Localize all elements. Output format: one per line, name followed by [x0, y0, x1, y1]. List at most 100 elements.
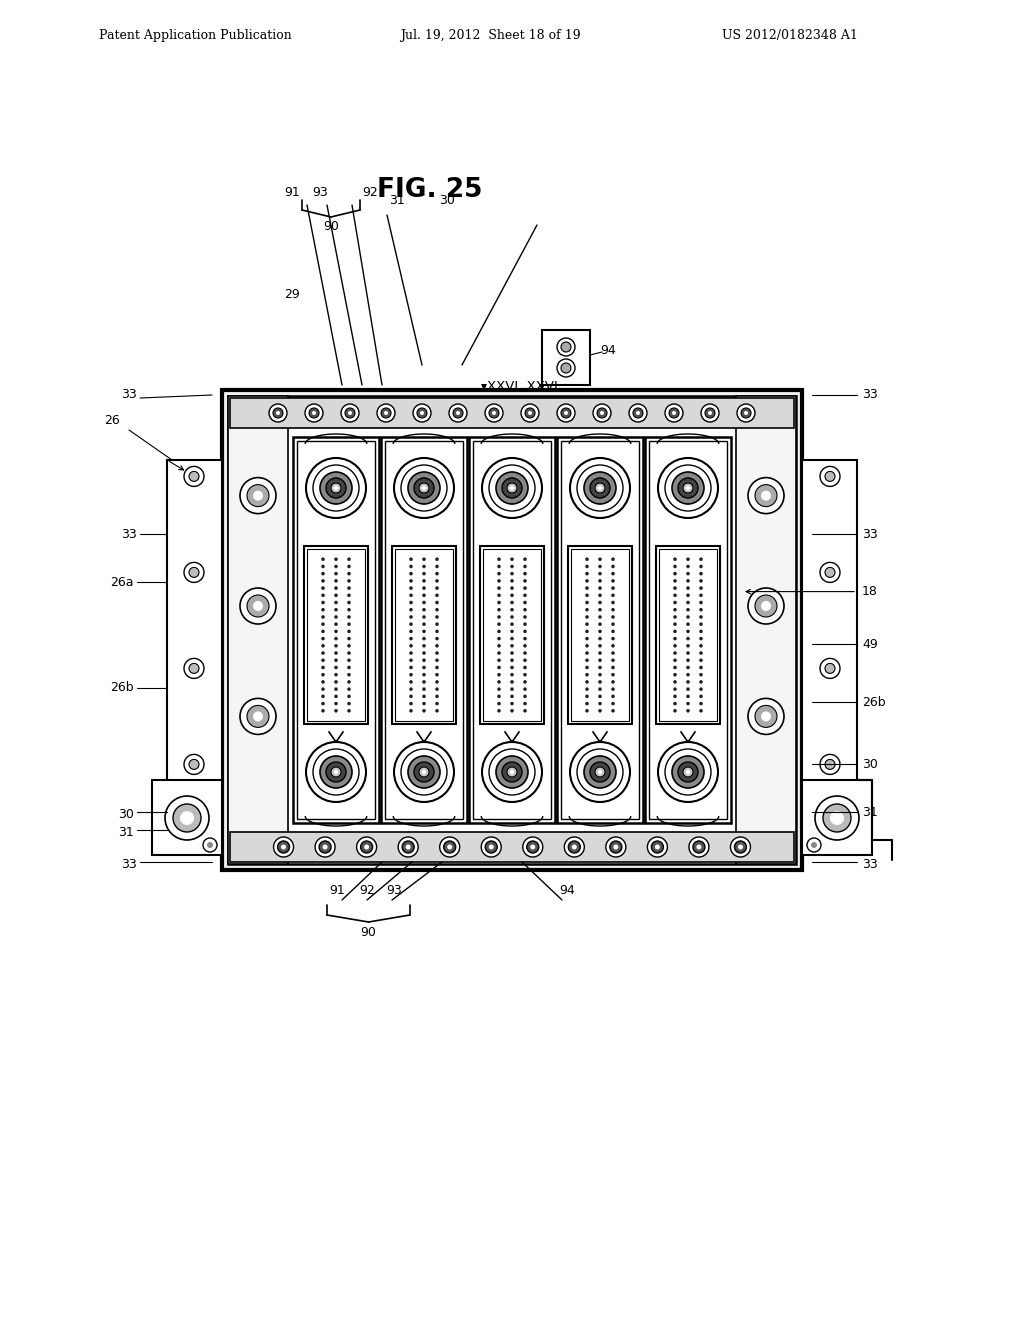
Circle shape [347, 688, 351, 690]
Circle shape [811, 842, 817, 847]
Circle shape [699, 694, 702, 698]
Circle shape [447, 845, 453, 850]
Circle shape [334, 644, 338, 648]
Circle shape [347, 572, 351, 576]
Circle shape [699, 622, 702, 626]
Text: 18: 18 [862, 585, 878, 598]
Circle shape [665, 404, 683, 422]
Text: 30: 30 [862, 758, 878, 771]
Circle shape [523, 636, 526, 640]
Circle shape [585, 673, 589, 676]
Bar [395, 549, 453, 721]
Circle shape [523, 665, 526, 669]
Circle shape [673, 673, 677, 676]
Circle shape [347, 609, 351, 611]
Circle shape [658, 458, 718, 517]
Circle shape [334, 486, 338, 490]
Circle shape [611, 622, 614, 626]
Circle shape [498, 630, 501, 634]
Circle shape [253, 491, 263, 500]
Circle shape [507, 483, 517, 492]
Circle shape [523, 630, 526, 634]
Circle shape [673, 601, 677, 605]
Circle shape [598, 557, 602, 561]
Circle shape [443, 841, 456, 853]
Circle shape [322, 659, 325, 663]
Text: 90: 90 [323, 220, 339, 234]
Circle shape [686, 594, 690, 597]
Text: 26b: 26b [862, 696, 886, 709]
Circle shape [820, 659, 840, 678]
Circle shape [510, 486, 514, 490]
Circle shape [394, 742, 454, 803]
Circle shape [585, 709, 589, 713]
Circle shape [189, 471, 199, 482]
Circle shape [510, 615, 514, 619]
Circle shape [523, 651, 526, 655]
Circle shape [422, 572, 426, 576]
Circle shape [699, 659, 702, 663]
Circle shape [658, 742, 718, 803]
Text: 33: 33 [862, 528, 878, 540]
Bar [802, 780, 872, 855]
Circle shape [686, 486, 690, 490]
Bar [473, 441, 551, 818]
Circle shape [334, 565, 338, 568]
Circle shape [597, 408, 607, 418]
Circle shape [673, 557, 677, 561]
Circle shape [334, 770, 338, 774]
Circle shape [820, 466, 840, 486]
Text: 92: 92 [362, 186, 378, 199]
Circle shape [672, 411, 676, 414]
Circle shape [585, 557, 589, 561]
Circle shape [422, 630, 426, 634]
Circle shape [523, 572, 526, 576]
Circle shape [830, 810, 844, 825]
Circle shape [647, 837, 668, 857]
Circle shape [825, 664, 835, 673]
Circle shape [510, 673, 514, 676]
Circle shape [568, 841, 581, 853]
Circle shape [322, 644, 325, 648]
Circle shape [326, 478, 346, 498]
Circle shape [419, 483, 429, 492]
Circle shape [273, 408, 283, 418]
Circle shape [825, 759, 835, 770]
Circle shape [585, 702, 589, 705]
Circle shape [498, 615, 501, 619]
Circle shape [672, 473, 705, 504]
Circle shape [410, 557, 413, 561]
Circle shape [322, 673, 325, 676]
Circle shape [585, 565, 589, 568]
Circle shape [673, 702, 677, 705]
Text: 31: 31 [389, 194, 404, 206]
Circle shape [331, 767, 341, 777]
Circle shape [422, 609, 426, 611]
Circle shape [598, 709, 602, 713]
Circle shape [207, 842, 213, 847]
Circle shape [507, 767, 517, 777]
Circle shape [422, 702, 426, 705]
Circle shape [673, 688, 677, 690]
Circle shape [673, 586, 677, 590]
Circle shape [761, 711, 771, 722]
Circle shape [281, 845, 286, 850]
Circle shape [678, 762, 698, 781]
Bar [568, 546, 632, 723]
Circle shape [525, 408, 535, 418]
Bar [557, 437, 643, 822]
Circle shape [708, 411, 712, 414]
Circle shape [523, 837, 543, 857]
Circle shape [761, 491, 771, 500]
Circle shape [456, 411, 460, 414]
Circle shape [686, 680, 690, 684]
Circle shape [347, 622, 351, 626]
Text: 33: 33 [862, 858, 878, 871]
Circle shape [686, 709, 690, 713]
Circle shape [693, 841, 705, 853]
Circle shape [761, 601, 771, 611]
Circle shape [523, 601, 526, 605]
Circle shape [402, 841, 414, 853]
Circle shape [322, 665, 325, 669]
Circle shape [523, 622, 526, 626]
